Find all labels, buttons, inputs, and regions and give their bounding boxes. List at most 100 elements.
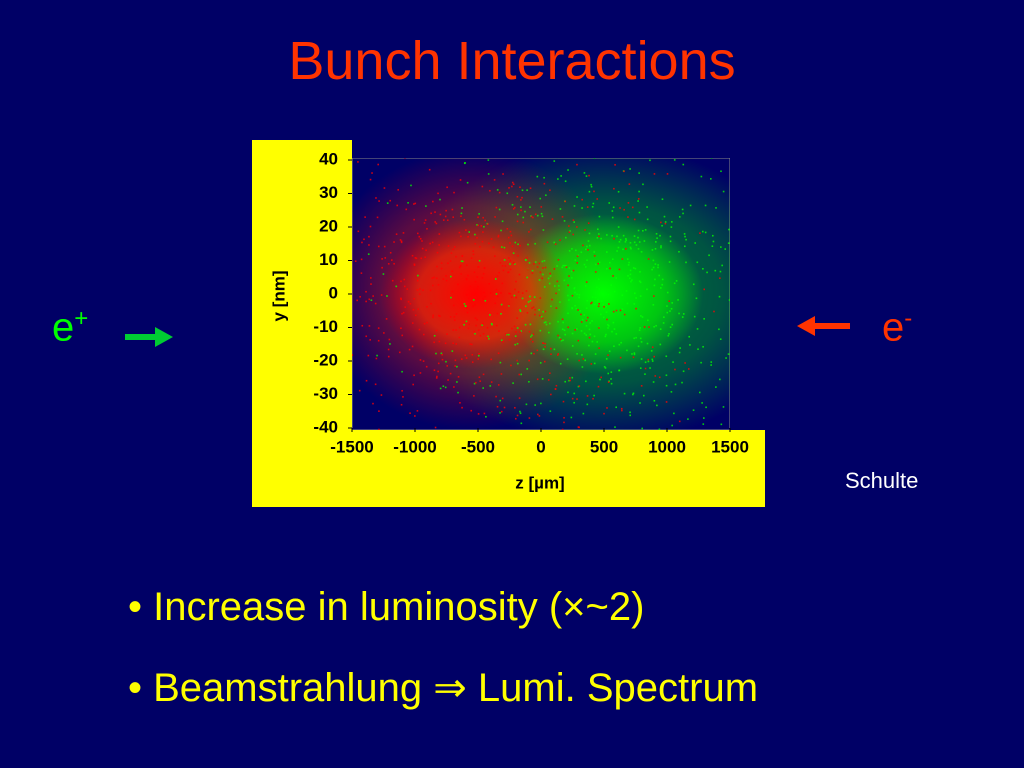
cloud-dot — [501, 220, 504, 223]
cloud-dot — [709, 64, 711, 66]
cloud-dot — [555, 384, 558, 387]
cloud-dot — [521, 297, 524, 300]
bullet: Increase in luminosity (×~2) — [128, 585, 644, 630]
y-tick-label: -10 — [313, 317, 338, 336]
cloud-dot — [650, 350, 653, 352]
cloud-dot — [547, 69, 549, 71]
cloud-dot — [381, 266, 383, 269]
cloud-dot — [368, 325, 371, 327]
cloud-dot — [482, 272, 485, 275]
cloud-dot — [405, 208, 408, 211]
cloud-dot — [413, 218, 415, 221]
cloud-dot — [508, 338, 511, 341]
cloud-dot — [513, 325, 516, 328]
cloud-dot — [499, 399, 502, 402]
cloud-dot — [538, 76, 540, 78]
cloud-dot — [585, 319, 588, 322]
cloud-dot — [638, 280, 641, 283]
cloud-dot — [559, 362, 562, 365]
cloud-dot — [420, 257, 423, 260]
cloud-dot — [520, 199, 522, 201]
cloud-dot — [482, 373, 485, 376]
cloud-dot — [533, 263, 535, 265]
cloud-dot — [593, 335, 596, 338]
cloud-dot — [380, 294, 383, 296]
cloud-dot — [438, 314, 440, 317]
cloud-dot — [665, 355, 668, 358]
cloud-dot — [514, 335, 517, 337]
cloud-dot — [681, 381, 683, 384]
cloud-dot — [663, 100, 665, 102]
cloud-dot — [658, 428, 661, 430]
cloud-dot — [629, 277, 631, 280]
cloud-dot — [660, 245, 662, 247]
cloud-dot — [464, 305, 467, 308]
cloud-dot — [727, 353, 730, 355]
cloud-dot — [472, 250, 475, 252]
cloud-dot — [584, 266, 587, 268]
cloud-dot — [361, 324, 364, 327]
cloud-dot — [534, 313, 536, 316]
cloud-dot — [544, 310, 547, 313]
cloud-dot — [605, 305, 608, 308]
cloud-dot — [685, 261, 687, 264]
cloud-dot — [374, 383, 377, 386]
cloud-dot — [436, 375, 438, 378]
cloud-dot — [461, 207, 463, 209]
cloud-dot — [557, 353, 560, 355]
cloud-dot — [541, 378, 544, 380]
cloud-dot — [539, 197, 542, 200]
cloud-dot — [608, 350, 611, 353]
cloud-dot — [534, 308, 536, 311]
cloud-dot — [463, 303, 466, 305]
cloud-dot — [365, 379, 368, 382]
cloud-dot — [786, 517, 788, 519]
cloud-dot — [501, 282, 504, 285]
cloud-dot — [610, 382, 613, 385]
cloud-dot — [692, 409, 695, 411]
cloud-dot — [598, 235, 600, 238]
cloud-dot — [418, 60, 420, 62]
cloud-dot — [419, 237, 422, 240]
cloud-dot — [384, 122, 386, 124]
cloud-dot — [516, 359, 518, 362]
cloud-dot — [502, 269, 505, 272]
cloud-dot — [659, 234, 661, 237]
cloud-dot — [681, 316, 684, 318]
cloud-dot — [428, 168, 431, 171]
cloud-dot — [578, 155, 580, 157]
cloud-dot — [601, 116, 603, 118]
cloud-dot — [383, 187, 386, 189]
cloud-dot — [585, 334, 588, 336]
cloud-dot — [629, 241, 632, 244]
cloud-dot — [724, 248, 727, 250]
cloud-dot — [769, 69, 771, 71]
cloud-dot — [436, 251, 439, 254]
cloud-dot — [354, 260, 357, 262]
cloud-dot — [452, 216, 455, 218]
cloud-dot — [769, 552, 771, 554]
cloud-dot — [450, 252, 453, 254]
cloud-dot — [530, 145, 532, 147]
cloud-dot — [473, 271, 476, 274]
cloud-dot — [426, 321, 428, 324]
cloud-dot — [458, 326, 461, 329]
cloud-dot — [477, 354, 480, 357]
cloud-dot — [337, 91, 339, 93]
cloud-dot — [478, 213, 480, 215]
cloud-dot — [567, 312, 569, 315]
cloud-dot — [628, 183, 631, 185]
cloud-dot — [551, 218, 554, 220]
cloud-dot — [498, 191, 501, 194]
cloud-dot — [600, 300, 603, 303]
cloud-dot — [655, 241, 657, 243]
cloud-dot — [665, 84, 667, 86]
cloud-dot — [593, 394, 595, 397]
cloud-dot — [500, 303, 503, 306]
cloud-dot — [540, 315, 543, 318]
cloud-dot — [668, 333, 670, 335]
cloud-dot — [404, 158, 406, 159]
cloud-dot — [483, 267, 486, 269]
cloud-dot — [520, 422, 523, 425]
cloud-dot — [661, 224, 663, 227]
